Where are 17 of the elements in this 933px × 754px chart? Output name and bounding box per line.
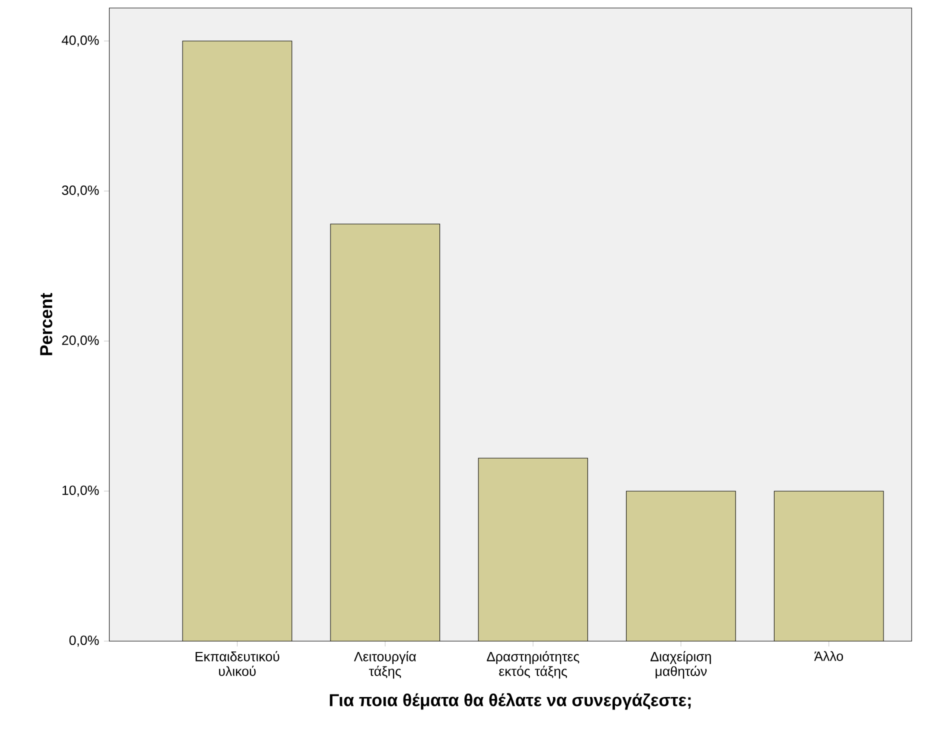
x-tick-label: Εκπαιδευτικού υλικού [196, 650, 280, 676]
x-tick-label: Διαχείριση μαθητών [650, 650, 711, 678]
bar [478, 458, 588, 641]
bar [182, 40, 292, 641]
y-tick-label: 0,0% [69, 635, 99, 646]
y-axis-title: Percent [40, 292, 52, 355]
y-tick-label: 40,0% [62, 35, 99, 46]
x-axis-title: Για ποια θέματα θα θέλατε να συνεργάζεστε; [330, 692, 691, 710]
y-tick-label: 30,0% [62, 185, 99, 196]
x-tick-label: Λειτουργία τάξης [354, 650, 416, 678]
bar [774, 490, 884, 641]
bar [626, 490, 736, 641]
x-tick-label: Δραστηριότητες εκτός τάξης [486, 650, 580, 678]
y-tick-label: 10,0% [62, 485, 99, 496]
bar [330, 224, 440, 641]
x-tick-label: Άλλο [814, 650, 844, 661]
y-tick-label: 20,0% [62, 335, 99, 346]
